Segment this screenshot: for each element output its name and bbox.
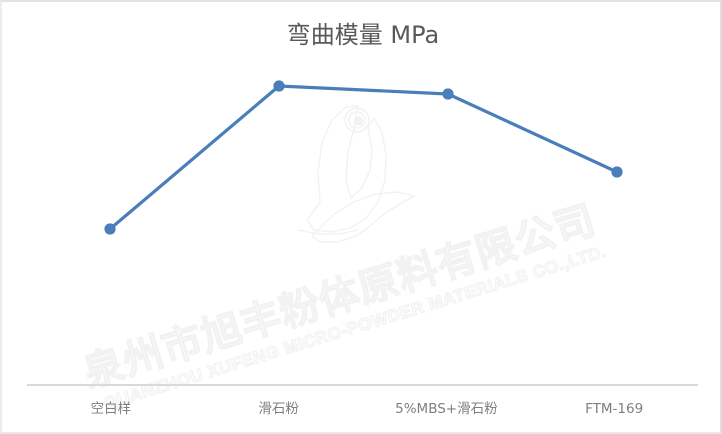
category-label: 空白样	[90, 401, 132, 417]
series-line-flexural-modulus	[108, 84, 619, 231]
category-axis-line	[27, 384, 698, 386]
data-point-marker[interactable]	[273, 80, 285, 92]
series-markers-group	[104, 80, 623, 235]
data-point-marker[interactable]	[611, 166, 623, 178]
data-point-marker[interactable]	[442, 88, 454, 100]
data-point-marker[interactable]	[104, 223, 116, 235]
category-label: 滑石粉	[258, 401, 299, 417]
category-label: 5%MBS+滑石粉	[395, 401, 498, 417]
chart-title: 弯曲模量 MPa	[286, 21, 440, 49]
category-label: FTM-169	[585, 401, 644, 417]
category-axis-labels: 空白样 滑石粉 5%MBS+滑石粉 FTM-169	[27, 394, 698, 424]
